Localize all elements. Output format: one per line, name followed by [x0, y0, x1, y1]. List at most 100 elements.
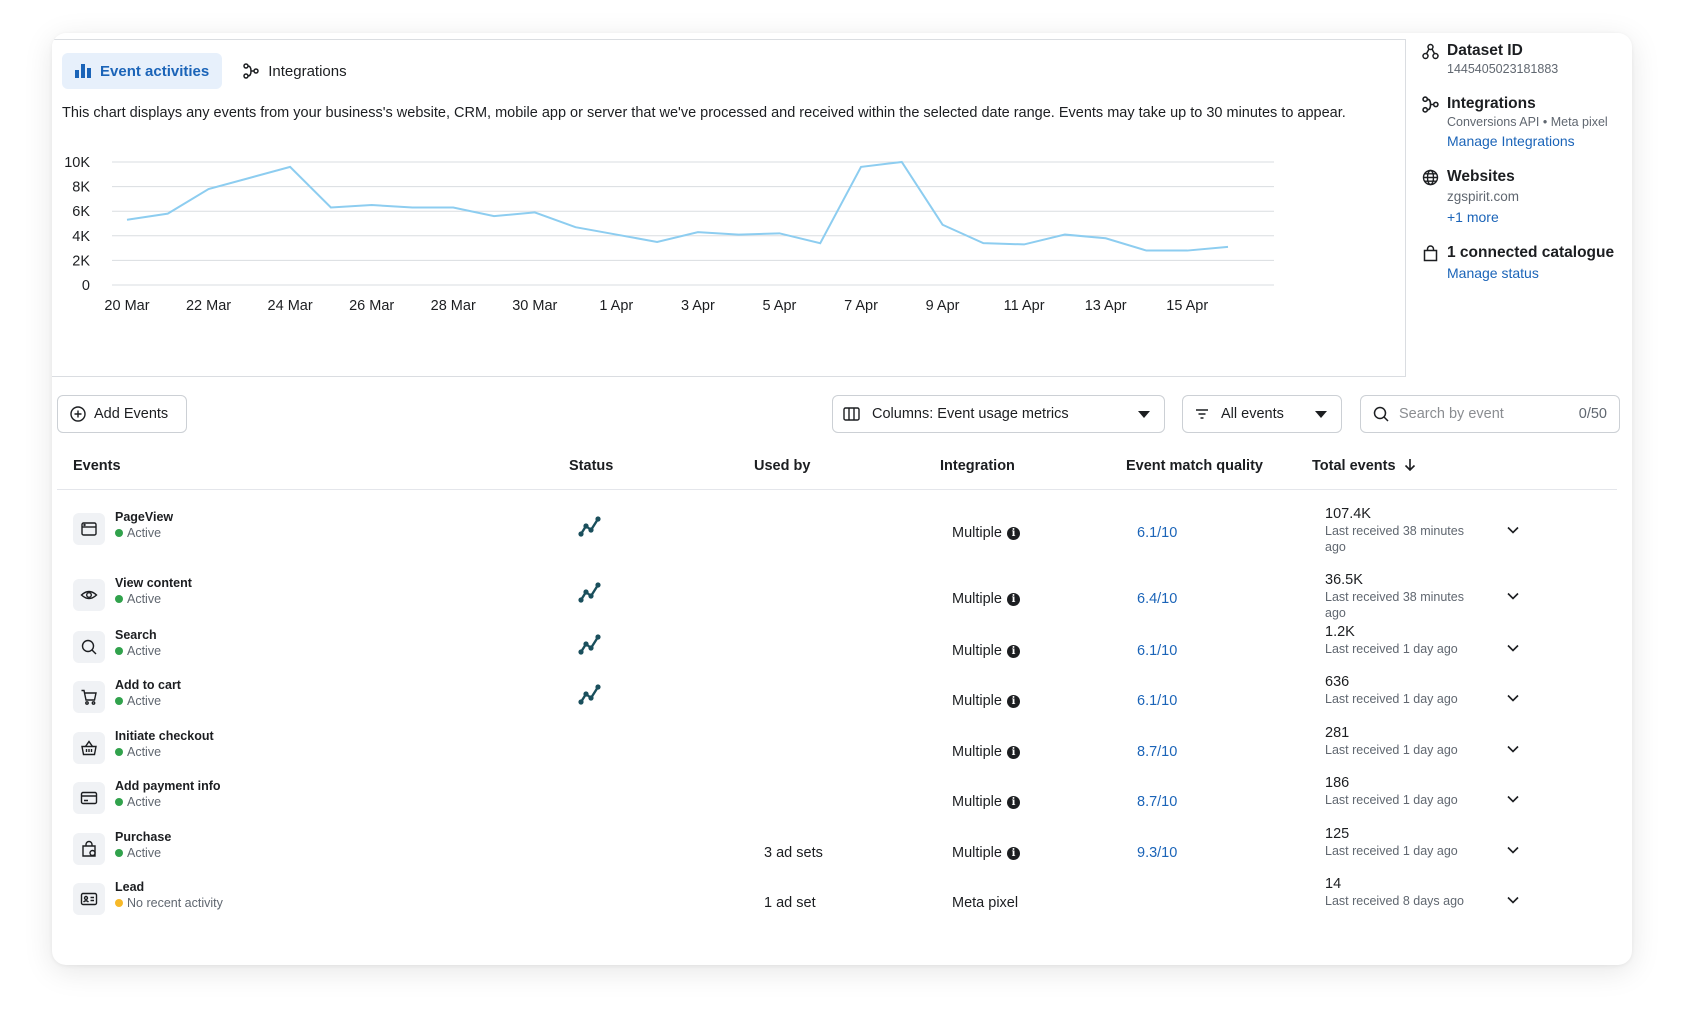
event-icon-box	[73, 732, 105, 764]
event-match-quality[interactable]: 6.4/10	[1137, 591, 1178, 607]
event-match-quality[interactable]: 8.7/10	[1137, 794, 1178, 810]
integration-label: Multiple	[952, 591, 1002, 607]
status-dot-icon	[115, 849, 123, 857]
table-row[interactable]: Add payment info Active Multiple i 8.7/10 186…	[57, 775, 1617, 824]
event-state: Active	[115, 694, 161, 708]
info-icon[interactable]: i	[1006, 694, 1020, 708]
status-trend-icon[interactable]	[577, 631, 603, 657]
event-match-quality[interactable]: 6.1/10	[1137, 693, 1178, 709]
event-state-label: Active	[127, 745, 162, 759]
basket-icon	[81, 740, 97, 756]
header-events[interactable]: Events	[73, 458, 121, 474]
table-row[interactable]: View content Active Multiple i 6.4/10 36.5K La…	[57, 569, 1617, 631]
tab-event-activities[interactable]: Event activities	[62, 53, 223, 89]
table-row[interactable]: Add to cart Active Multiple i 6.1/10 636 Last …	[57, 674, 1617, 723]
event-name[interactable]: Lead	[115, 880, 145, 894]
used-by-value[interactable]: 1 ad set	[764, 895, 816, 911]
event-state: Active	[115, 795, 161, 809]
status-trend-icon[interactable]	[577, 681, 603, 707]
table-row[interactable]: Purchase Active 3 ad sets Multiple i 9.3/10 12…	[57, 826, 1617, 875]
header-integration[interactable]: Integration	[940, 458, 1015, 474]
info-icon[interactable]: i	[1006, 846, 1020, 860]
more-websites-link[interactable]: +1 more	[1447, 209, 1499, 225]
event-icon-box	[73, 579, 105, 611]
events-filter-dropdown[interactable]: All events	[1182, 395, 1342, 433]
event-name[interactable]: Initiate checkout	[115, 729, 214, 743]
status-dot-icon	[115, 595, 123, 603]
event-name[interactable]: Add payment info	[115, 779, 221, 793]
series-line	[126, 160, 1229, 252]
chevron-down-icon[interactable]	[1505, 640, 1521, 656]
total-events-value: 186	[1325, 775, 1350, 791]
columns-dropdown[interactable]: Columns: Event usage metrics	[832, 395, 1165, 433]
chart-description: This chart displays any events from your…	[62, 105, 1346, 121]
total-events-value: 14	[1325, 876, 1342, 892]
event-match-quality[interactable]: 6.1/10	[1137, 643, 1178, 659]
header-status[interactable]: Status	[569, 458, 614, 474]
status-trend-icon[interactable]	[577, 513, 603, 539]
manage-status-link[interactable]: Manage status	[1447, 265, 1539, 281]
total-events-cell: 281 Last received 1 day ago	[1325, 724, 1475, 758]
header-total-events[interactable]: Total events	[1312, 458, 1416, 474]
last-received: Last received 1 day ago	[1325, 844, 1458, 858]
event-icon-box	[73, 513, 105, 545]
chevron-down-icon[interactable]	[1505, 522, 1521, 538]
status-trend-icon[interactable]	[577, 579, 603, 605]
table-row[interactable]: Search Active Multiple i 6.1/10 1.2K Last rece…	[57, 624, 1617, 673]
integration-value: Multiple i	[952, 643, 1020, 659]
header-used-by[interactable]: Used by	[754, 458, 811, 474]
table-row[interactable]: Lead No recent activity 1 ad set Meta pixel…	[57, 876, 1617, 925]
chevron-down-icon[interactable]	[1505, 741, 1521, 757]
x-tick-label: 11 Apr	[1004, 298, 1045, 314]
info-icon[interactable]: i	[1006, 745, 1020, 759]
chevron-down-icon[interactable]	[1505, 892, 1521, 908]
event-activity-chart: 0 2K 4K 6K 8K 10K 20 Mar 22 Mar 24 Mar 26 Mar 28 M…	[64, 155, 1274, 314]
x-tick-label: 28 Mar	[431, 298, 476, 314]
chevron-down-icon[interactable]	[1505, 842, 1521, 858]
event-state: Active	[115, 745, 161, 759]
integration-label: Multiple	[952, 693, 1002, 709]
event-name[interactable]: Purchase	[115, 830, 172, 844]
last-received: Last received 8 days ago	[1325, 894, 1464, 908]
search-input[interactable]: Search by event 0/50	[1360, 395, 1620, 433]
total-events-value: 125	[1325, 826, 1350, 842]
info-icon[interactable]: i	[1006, 592, 1020, 606]
status-dot-icon	[115, 647, 123, 655]
chevron-down-icon[interactable]	[1505, 791, 1521, 807]
used-by-value[interactable]: 3 ad sets	[764, 845, 823, 861]
integration-value: Multiple i	[952, 693, 1020, 709]
event-icon-box	[73, 681, 105, 713]
integrations-title: Integrations	[1447, 95, 1536, 112]
table-toolbar: Add Events Columns: Event usage metrics …	[52, 395, 1632, 435]
info-icon[interactable]: i	[1006, 644, 1020, 658]
event-name[interactable]: PageView	[115, 510, 174, 524]
total-events-cell: 636 Last received 1 day ago	[1325, 673, 1475, 707]
event-match-quality[interactable]: 6.1/10	[1137, 525, 1178, 541]
info-icon[interactable]: i	[1006, 526, 1020, 540]
x-tick-label: 20 Mar	[104, 298, 149, 314]
total-events-value: 636	[1325, 674, 1350, 690]
table-row[interactable]: PageView Active Multiple i 6.1/10 107.4K Last …	[57, 503, 1617, 565]
tab-integrations[interactable]: Integrations	[230, 53, 359, 89]
total-events-value: 107.4K	[1325, 506, 1371, 522]
chevron-down-icon[interactable]	[1505, 690, 1521, 706]
manage-integrations-link[interactable]: Manage Integrations	[1447, 133, 1575, 149]
x-tick-label: 1 Apr	[599, 298, 633, 314]
header-event-match-quality[interactable]: Event match quality	[1126, 458, 1263, 474]
info-icon[interactable]: i	[1006, 795, 1020, 809]
event-match-quality[interactable]: 8.7/10	[1137, 744, 1178, 760]
globe-icon	[1422, 169, 1439, 186]
add-events-button[interactable]: Add Events	[57, 395, 187, 433]
event-state: Active	[115, 846, 161, 860]
event-name[interactable]: Search	[115, 628, 157, 642]
event-name[interactable]: Add to cart	[115, 678, 181, 692]
total-events-value: 36.5K	[1325, 572, 1363, 588]
event-icon-box	[73, 631, 105, 663]
table-row[interactable]: Initiate checkout Active Multiple i 8.7/10 28…	[57, 725, 1617, 774]
chevron-down-icon[interactable]	[1505, 588, 1521, 604]
y-tick-label: 8K	[72, 180, 90, 196]
x-tick-label: 24 Mar	[268, 298, 313, 314]
event-match-quality[interactable]: 9.3/10	[1137, 845, 1178, 861]
y-tick-label: 2K	[72, 253, 90, 269]
event-name[interactable]: View content	[115, 576, 192, 590]
